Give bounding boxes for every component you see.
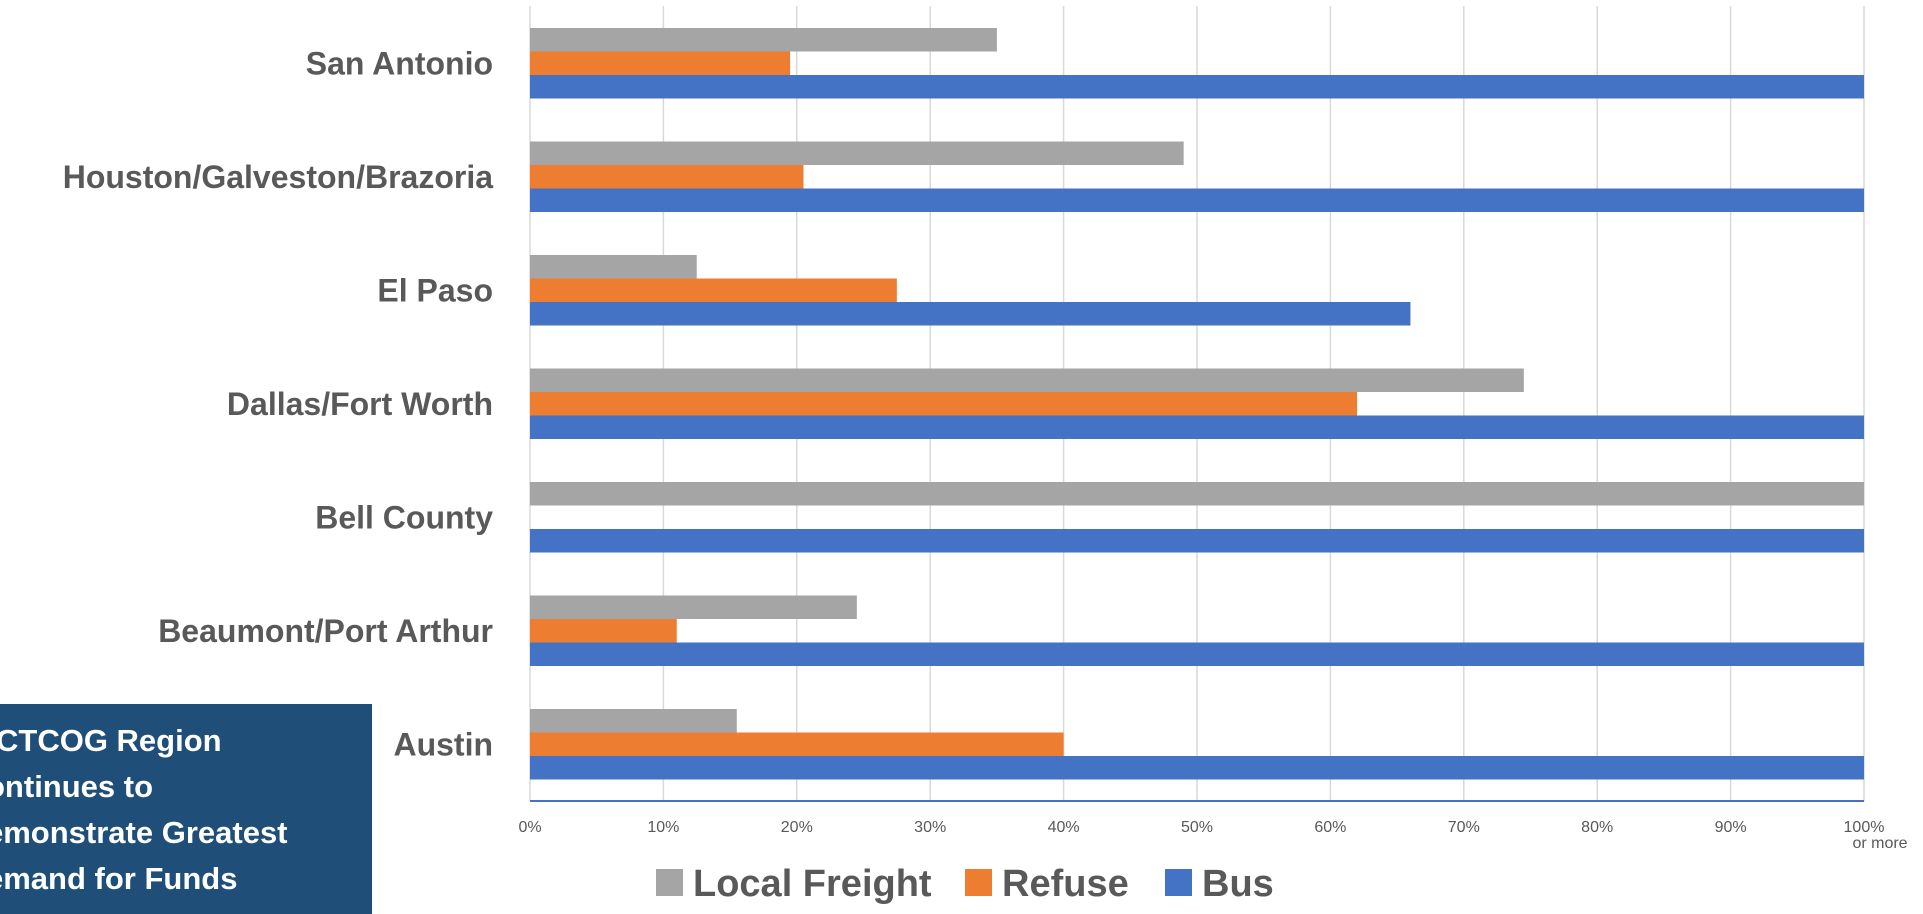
x-tick-label: 80% [1581, 819, 1613, 836]
bar-local-freight-3 [530, 368, 1524, 392]
category-label: Dallas/Fort Worth [227, 386, 493, 422]
category-label: Austin [393, 726, 493, 762]
x-tick-label: 20% [781, 819, 813, 836]
legend-label-local-freight: Local Freight [693, 863, 932, 905]
bar-local-freight-6 [530, 709, 737, 733]
x-tick-label: 30% [914, 819, 946, 836]
bar-refuse-2 [530, 278, 897, 302]
x-tick-label: 70% [1448, 819, 1480, 836]
bar-local-freight-2 [530, 255, 697, 279]
x-axis-tick-labels: 0% 10% 20% 30% 40% 50% 60% 70% 80% 90% 100%or more [518, 819, 1907, 852]
bars [530, 28, 1864, 780]
callout-line-3: emonstrate Greatest [0, 815, 288, 850]
bar-local-freight-1 [530, 141, 1184, 165]
callout-box: CTCOG Region ontinues to emonstrate Grea… [0, 704, 372, 914]
bar-local-freight-0 [530, 28, 997, 52]
bar-local-freight-4 [530, 482, 1864, 506]
x-tick-label: 90% [1715, 819, 1747, 836]
category-labels: San Antonio Houston/Galveston/Brazoria El … [63, 45, 494, 762]
category-label: Houston/Galveston/Brazoria [63, 159, 494, 195]
bar-refuse-5 [530, 619, 677, 643]
category-label: El Paso [377, 272, 493, 308]
x-tick-label: 50% [1181, 819, 1213, 836]
bar-bus-5 [530, 642, 1864, 666]
legend-swatch-refuse [965, 869, 992, 896]
callout-line-4: emand for Funds [0, 861, 238, 896]
legend-swatch-bus [1165, 869, 1192, 896]
bar-bus-1 [530, 188, 1864, 212]
bar-local-freight-5 [530, 595, 857, 619]
bar-refuse-1 [530, 165, 804, 189]
bar-bus-4 [530, 529, 1864, 553]
bar-bus-2 [530, 302, 1411, 326]
bar-refuse-6 [530, 732, 1064, 756]
x-tick-label: 0% [518, 819, 541, 836]
x-tick-label: 100% [1844, 819, 1885, 836]
legend-label-bus: Bus [1202, 863, 1274, 905]
bar-refuse-3 [530, 392, 1358, 416]
legend-label-refuse: Refuse [1002, 863, 1129, 905]
x-tick-sublabel: or more [1852, 835, 1907, 852]
category-label: Bell County [315, 499, 493, 535]
bar-refuse-0 [530, 51, 791, 75]
callout-line-1: CTCOG Region [0, 723, 222, 758]
legend-swatch-local-freight [656, 869, 683, 896]
category-label: San Antonio [306, 45, 493, 81]
category-label: Beaumont/Port Arthur [158, 613, 493, 649]
x-tick-label: 60% [1314, 819, 1346, 836]
bar-bus-0 [530, 75, 1864, 99]
x-tick-label: 40% [1048, 819, 1080, 836]
x-tick-label: 10% [647, 819, 679, 836]
callout-line-2: ontinues to [0, 769, 154, 804]
legend: Local Freight Refuse Bus [656, 863, 1274, 905]
bar-bus-6 [530, 756, 1864, 780]
bar-bus-3 [530, 415, 1864, 439]
